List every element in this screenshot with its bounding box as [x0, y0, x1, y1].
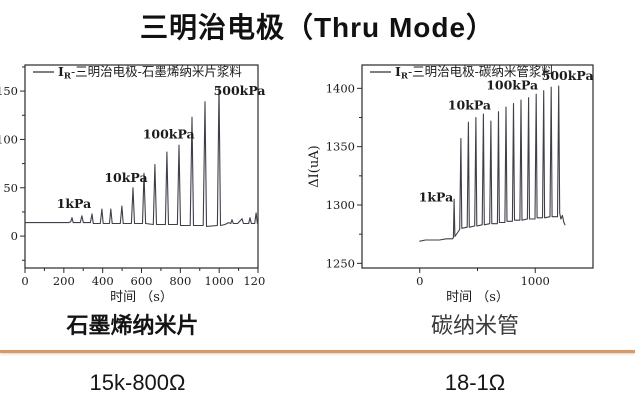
svg-text:500kPa: 500kPa [214, 83, 266, 98]
svg-text:100: 100 [0, 132, 18, 146]
resistance-value-cnt: 18-1Ω [444, 370, 506, 395]
svg-text:IR-三明治电极-碳纳米管浆料: IR-三明治电极-碳纳米管浆料 [395, 64, 554, 82]
svg-text:时间 （s）: 时间 （s） [110, 290, 173, 305]
svg-text:400: 400 [92, 274, 114, 288]
svg-text:600: 600 [131, 274, 153, 288]
svg-text:1kPa: 1kPa [57, 196, 92, 211]
svg-text:1300: 1300 [326, 198, 355, 212]
svg-text:800: 800 [169, 274, 191, 288]
resistance-value-graphene: 15k-800Ω [89, 370, 186, 395]
svg-text:1350: 1350 [326, 140, 355, 154]
svg-text:0: 0 [21, 274, 28, 288]
svg-text:200: 200 [53, 274, 75, 288]
svg-text:1kPa: 1kPa [419, 190, 454, 205]
svg-text:50: 50 [3, 181, 18, 195]
svg-text:500kPa: 500kPa [542, 68, 594, 83]
svg-text:1250: 1250 [326, 256, 355, 270]
svg-text:150: 150 [0, 84, 18, 98]
carbon-nanotube-chart: 0 1000 1250 1300 1350 1400 1kPa 10kPa 100kPa 500k… [307, 64, 594, 305]
svg-text:0: 0 [416, 274, 423, 288]
svg-text:1400: 1400 [326, 81, 355, 95]
svg-text:IR-三明治电极-石墨烯纳米片浆料: IR-三明治电极-石墨烯纳米片浆料 [58, 64, 242, 82]
svg-text:时间 （s）: 时间 （s） [446, 290, 509, 305]
divider-line [0, 350, 635, 353]
material-label-graphene: 石墨烯纳米片 [66, 313, 199, 338]
material-label-cnt: 碳纳米管 [430, 313, 519, 338]
svg-text:100kPa: 100kPa [486, 78, 538, 93]
svg-text:ΔI(uA): ΔI(uA) [307, 145, 322, 187]
svg-text:10kPa: 10kPa [104, 170, 147, 185]
svg-text:100kPa: 100kPa [143, 126, 195, 141]
svg-text:1000: 1000 [521, 274, 550, 288]
svg-text:10kPa: 10kPa [448, 97, 491, 112]
svg-text:1000: 1000 [205, 274, 234, 288]
slide-title: 三明治电极（Thru Mode） [139, 12, 496, 43]
svg-text:0: 0 [11, 229, 18, 243]
